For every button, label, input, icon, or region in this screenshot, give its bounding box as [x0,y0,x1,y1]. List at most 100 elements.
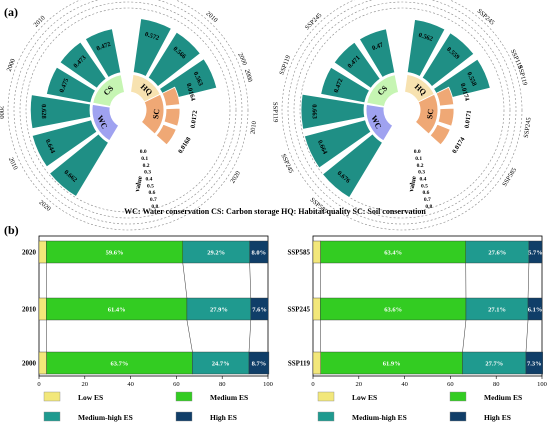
segment-label: 6.1% [528,307,543,314]
segment-label: 7.6% [252,307,267,314]
value-axis-tick: 0.4 [146,176,153,182]
legend-swatch [176,412,192,421]
group-label-sc: SC [425,108,435,120]
outer-label: SSP119 [278,54,292,76]
segment-label: 27.7% [485,361,503,368]
value-label: 0.628 [40,104,47,119]
legend-label: High ES [210,413,237,422]
radial-chart-0: CS0.47520000.47320100.4722020HQ0.5722020… [0,0,258,230]
connector-line [183,263,187,298]
segment-label: 63.7% [111,361,129,368]
value-label: 0.0168 [177,135,193,155]
segment-label: 27.1% [488,307,506,314]
value-axis-tick: 0.0 [414,149,421,155]
value-label: 0.0174 [451,135,467,155]
connector-line [187,320,192,352]
value-axis-tick: 0.7 [150,197,157,203]
stacked-segment [39,241,46,263]
x-tick-label: 40 [127,381,134,388]
stacked-segment [313,241,321,263]
value-axis-tick: 0.3 [418,170,425,176]
outer-label: SSP245 [523,117,533,138]
outer-label: 2000 [236,52,248,67]
legend-swatch [318,392,334,401]
x-tick-label: 100 [537,381,547,388]
connector-line [463,320,466,352]
value-axis-tick: 0.6 [148,190,155,196]
stacked-segment [39,352,47,374]
category-label: 2000 [22,360,37,368]
outer-label: 2000 [6,58,17,73]
segment-label: 59.6% [106,250,124,257]
radial-bar [438,108,454,126]
connector-line [249,320,251,352]
x-tick-label: 0 [37,381,40,388]
legend-label: Low ES [78,393,103,402]
segment-label: 27.6% [488,250,506,257]
segment-label: 61.9% [383,361,401,368]
group-label-sc: SC [151,108,161,120]
legend-swatch [450,392,466,401]
outer-label: 2010 [7,156,19,171]
panel-label-a: (a) [4,5,18,19]
outer-label: 2000 [0,106,5,119]
stacked-segment [313,352,321,374]
outer-label: 2010 [33,15,47,29]
x-tick-label: 20 [82,381,89,388]
x-tick-label: 20 [356,381,363,388]
value-axis-tick: 0.2 [417,163,424,169]
value-axis-tick: 0.2 [143,163,150,169]
segment-label: 29.2% [207,250,225,257]
value-axis-tick: 0.6 [422,190,429,196]
category-label: 2010 [22,306,37,314]
segment-label: 5.7% [528,250,543,257]
value-axis-tick: 0.7 [424,197,431,203]
stacked-chart-3: 63.4%27.6%5.7%SSP58563.6%27.1%6.1%SSP245… [287,236,546,388]
outer-label: SSP119 [271,102,278,122]
segment-label: 61.4% [108,307,126,314]
category-label: 2020 [22,249,37,257]
segment-label: 8.7% [252,361,267,368]
stacked-segment [39,298,46,320]
value-axis-tick: 0.3 [144,170,151,176]
value-axis-tick: 0.5 [147,183,154,189]
legend-swatch [44,392,60,401]
segment-label: 27.9% [210,307,228,314]
x-tick-label: 0 [311,381,314,388]
legend-label: Medium ES [484,393,522,402]
x-tick-label: 40 [401,381,408,388]
value-axis-tick: 0.5 [421,183,428,189]
x-tick-label: 100 [263,381,273,388]
outer-label: 2010 [249,121,258,135]
value-label: 0.0171 [464,110,473,129]
x-tick-label: 80 [493,381,500,388]
panel-label-b: (b) [4,223,19,237]
segment-label: 8.0% [252,250,267,257]
value-label: 0.0172 [190,110,199,129]
radial-chart-1: CS0.472SSP1190.471SSP2450.47SSP585HQ0.56… [271,0,532,230]
legend-swatch [176,392,192,401]
abbreviations-caption: WC: Water conservation CS: Carbon storag… [0,207,550,216]
legend-label: Medium ES [210,393,248,402]
stacked-segment [313,298,320,320]
legend-swatch [318,412,334,421]
legend-label: Medium-high ES [78,413,133,422]
value-label: 0.663 [310,104,317,119]
x-tick-label: 60 [447,381,454,388]
outer-label: SSP245 [279,153,294,175]
outer-label: 2010 [204,10,218,24]
value-axis-tick: 0.4 [420,176,427,182]
connector-line [250,263,251,298]
x-tick-label: 80 [219,381,226,388]
outer-label: 2000 [243,68,253,82]
segment-label: 63.6% [384,307,402,314]
connector-line [528,263,529,298]
radial-bar [164,108,180,126]
outer-label: 2020 [229,170,242,185]
category-label: SSP585 [287,249,310,257]
value-axis-tick: 0.0 [140,149,147,155]
legend-label: Medium-high ES [352,413,407,422]
x-tick-label: 60 [173,381,180,388]
